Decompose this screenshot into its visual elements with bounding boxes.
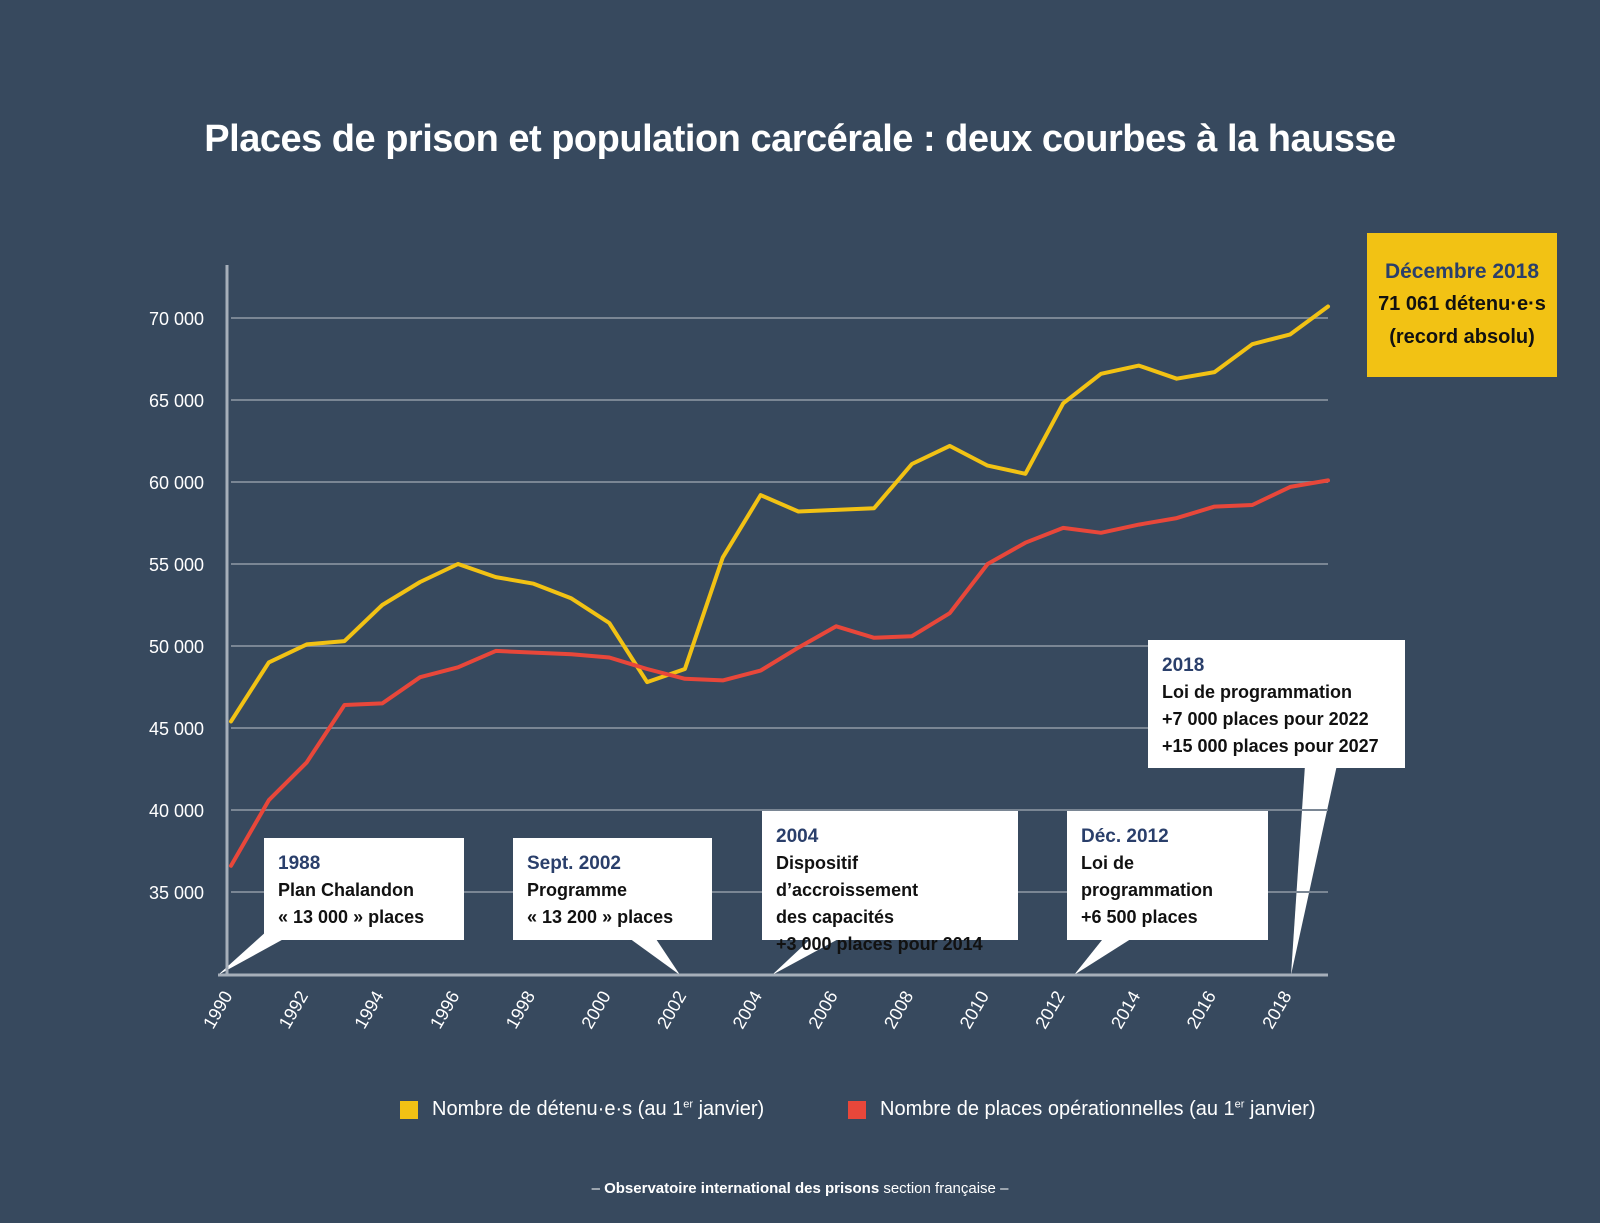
x-tick-label: 1998 [502, 987, 539, 1032]
callout-1988: 1988 Plan Chalandon « 13 000 » places [264, 838, 464, 940]
record-date: Décembre 2018 [1384, 260, 1540, 283]
callout-pointer-2002 [618, 930, 680, 975]
x-tick-label: 2014 [1107, 987, 1144, 1032]
callout-year: 1988 [278, 853, 321, 874]
callout-line: Dispositif d’accroissement [776, 853, 919, 900]
record-note: (record absolu) [1389, 326, 1535, 348]
footer-credit: – Observatoire international des prisons… [591, 1180, 1009, 1197]
callout-line: +7 000 places pour 2022 [1162, 709, 1369, 729]
callout-year: 2018 [1162, 655, 1205, 676]
record-value: 71 061 détenu·e·s [1378, 293, 1546, 315]
series-line-places [229, 478, 1330, 868]
series-line-detenus [229, 304, 1330, 724]
footer-org: Observatoire international des prisons [604, 1180, 880, 1197]
callout-dec-2012: Déc. 2012 Loi de programmation +6 500 pl… [1067, 811, 1268, 940]
legend-places: Nombre de places opérationnelles (au 1er… [848, 1098, 1316, 1121]
y-tick-label: 60 000 [149, 473, 204, 493]
x-tick-label: 2012 [1031, 987, 1068, 1032]
callout-line: Loi de programmation [1162, 682, 1353, 702]
y-tick-label: 65 000 [149, 391, 204, 411]
callout-line: +15 000 places pour 2027 [1162, 736, 1379, 756]
x-tick-label: 2010 [956, 987, 993, 1032]
x-tick-label: 2016 [1183, 987, 1220, 1032]
legend-swatch-red [848, 1100, 866, 1119]
x-tick-label: 1996 [426, 987, 463, 1032]
callout-sept-2002: Sept. 2002 Programme « 13 200 » places [513, 838, 712, 940]
callout-line: Programme [527, 880, 628, 900]
legend-swatch-yellow [400, 1100, 418, 1119]
x-tick-label: 1992 [275, 987, 312, 1032]
callout-line: +6 500 places [1081, 907, 1198, 927]
callout-year: Déc. 2012 [1081, 826, 1169, 847]
x-tick-label: 2002 [653, 987, 690, 1032]
y-tick-label: 40 000 [149, 801, 204, 821]
callout-year: Sept. 2002 [527, 853, 621, 874]
callout-line: des capacités [776, 907, 895, 927]
x-tick-label: 2000 [577, 987, 614, 1032]
y-tick-label: 45 000 [149, 719, 204, 739]
callout-line: « 13 000 » places [278, 907, 425, 927]
y-tick-label: 55 000 [149, 555, 204, 575]
callout-2018: 2018 Loi de programmation +7 000 places … [1148, 640, 1405, 768]
callout-pointer-1988 [218, 930, 300, 975]
legend-label: Nombre de détenu·e·s (au 1er janvier) [432, 1098, 765, 1120]
y-tick-label: 70 000 [149, 309, 204, 329]
callout-2004: 2004 Dispositif d’accroissement des capa… [762, 811, 1018, 954]
callout-pointer-2004 [772, 930, 855, 975]
y-tick-label: 35 000 [149, 883, 204, 903]
callout-line: Plan Chalandon [278, 880, 415, 900]
x-tick-label: 2004 [729, 987, 766, 1032]
legend-label: Nombre de places opérationnelles (au 1er… [880, 1098, 1316, 1120]
x-tick-label: 2006 [804, 987, 841, 1032]
x-tick-label: 2018 [1258, 987, 1295, 1032]
callout-year: 2004 [776, 826, 819, 847]
record-box: Décembre 2018 71 061 détenu·e·s (record … [1367, 233, 1557, 377]
callout-pointer-2018 [1291, 765, 1337, 975]
y-tick-label: 50 000 [149, 637, 204, 657]
x-tick-label: 2008 [880, 987, 917, 1032]
callout-line: +3 000 places pour 2014 [776, 934, 983, 954]
callout-line: Loi de [1081, 853, 1134, 873]
chart-title: Places de prison et population carcérale… [204, 118, 1396, 160]
x-tick-label: 1994 [350, 987, 387, 1032]
legend-detenus: Nombre de détenu·e·s (au 1er janvier) [400, 1098, 764, 1121]
callout-line: « 13 200 » places [527, 907, 674, 927]
callout-pointer-2012 [1074, 930, 1145, 975]
callout-line: programmation [1081, 880, 1214, 900]
x-tick-label: 1990 [199, 987, 236, 1032]
